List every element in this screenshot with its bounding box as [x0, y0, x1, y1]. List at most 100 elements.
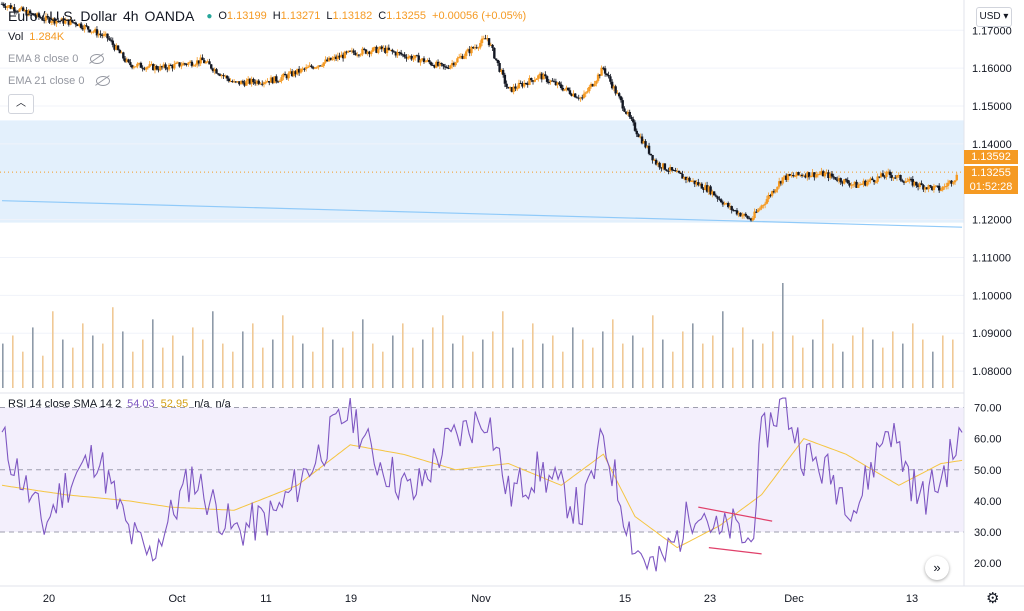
- volume-bar: [562, 351, 564, 388]
- candle-body: [319, 65, 322, 67]
- candle-body: [932, 186, 936, 190]
- candle: [254, 79, 257, 86]
- candle: [412, 54, 415, 63]
- candle-body: [637, 134, 640, 138]
- scroll-to-realtime-button[interactable]: »: [925, 556, 949, 580]
- candle-body: [651, 155, 654, 161]
- candle: [424, 60, 427, 63]
- candle-body: [2, 3, 5, 7]
- ema8-legend[interactable]: EMA 8 close 0: [8, 53, 105, 65]
- candle-body: [871, 178, 874, 180]
- volume-bar: [312, 351, 314, 388]
- candle-body: [953, 180, 957, 183]
- candle-body: [577, 97, 580, 99]
- candle-body: [684, 176, 688, 180]
- candle: [257, 79, 260, 86]
- volume-legend[interactable]: Vol 1.284K: [8, 31, 64, 43]
- candle-body: [851, 184, 855, 186]
- candle: [952, 181, 955, 186]
- candle: [574, 93, 577, 98]
- collapse-legend-button[interactable]: ︿: [8, 94, 34, 114]
- candle: [122, 51, 125, 61]
- candle-body: [447, 67, 450, 69]
- rsi-na-1: n/a: [194, 398, 210, 410]
- volume-bar: [672, 351, 674, 388]
- candle-body: [774, 189, 777, 193]
- candle-body: [171, 65, 174, 69]
- ema21-legend[interactable]: EMA 21 close 0: [8, 75, 111, 87]
- candle-body: [626, 111, 630, 114]
- candle-body: [732, 210, 735, 212]
- candle: [285, 74, 289, 80]
- candle-body: [728, 206, 732, 208]
- candle: [816, 172, 820, 178]
- eye-hidden-icon[interactable]: [96, 76, 111, 86]
- candle: [915, 181, 918, 188]
- candle-body: [422, 58, 426, 63]
- interval-label[interactable]: 4h: [122, 8, 139, 24]
- candle-body: [269, 77, 273, 83]
- candle: [595, 80, 598, 87]
- trendline[interactable]: [1, 200, 963, 228]
- candle: [864, 179, 867, 187]
- candle: [473, 44, 477, 51]
- candle-body: [4, 6, 7, 8]
- candle-body: [554, 81, 558, 86]
- candle: [185, 63, 188, 67]
- candle: [336, 52, 340, 62]
- candle: [450, 59, 454, 69]
- eye-hidden-icon[interactable]: [90, 54, 105, 64]
- candle-body: [136, 63, 139, 67]
- candle-body: [737, 212, 740, 215]
- volume-bar: [872, 339, 874, 388]
- drawing-upper-line[interactable]: [698, 506, 773, 522]
- candle: [174, 61, 178, 65]
- candle-body: [28, 10, 32, 14]
- candle: [575, 96, 579, 99]
- volume-bar: [382, 351, 384, 388]
- candle: [661, 162, 665, 171]
- candle: [245, 78, 248, 86]
- candle: [357, 53, 361, 58]
- candle-body: [90, 31, 93, 33]
- candle-body: [786, 174, 790, 180]
- candle: [626, 109, 630, 116]
- volume-bar: [842, 351, 844, 388]
- candle: [825, 169, 828, 175]
- candle-body: [575, 97, 579, 99]
- candle-body: [827, 172, 830, 179]
- volume-bar: [192, 327, 194, 388]
- rsi-legend[interactable]: RSI 14 close SMA 14 2 54.03 52.95 n/a n/…: [8, 398, 231, 410]
- candle-body: [503, 74, 507, 84]
- candle: [732, 208, 735, 212]
- candle-body: [489, 44, 493, 46]
- candle: [566, 87, 570, 92]
- candle: [229, 78, 232, 83]
- candle-body: [797, 172, 800, 175]
- trendline-layer[interactable]: [1, 200, 963, 228]
- rsi-sma-value: 52.95: [160, 398, 189, 410]
- candle-body: [405, 56, 408, 59]
- candle-body: [264, 82, 267, 84]
- drawing-lower-line[interactable]: [708, 547, 762, 555]
- gear-icon[interactable]: ⚙: [986, 590, 1000, 607]
- candle: [440, 62, 443, 67]
- candle: [355, 51, 359, 58]
- candle-body: [375, 46, 378, 53]
- candle-body: [498, 63, 501, 72]
- price-tick-label-4: 1.12000: [972, 215, 1012, 227]
- candle-body: [435, 61, 438, 68]
- candle: [74, 21, 78, 28]
- candle-body: [46, 15, 49, 18]
- candle-body: [913, 181, 916, 186]
- candle: [895, 174, 899, 181]
- candle: [628, 109, 631, 119]
- candle-body: [644, 141, 647, 148]
- volume-bar: [12, 335, 14, 388]
- candle-body: [229, 81, 232, 83]
- currency-button[interactable]: USD ▾: [976, 7, 1012, 27]
- candle-body: [702, 188, 705, 191]
- symbol-name[interactable]: Euro / U.S. Dollar: [8, 8, 117, 24]
- candle: [195, 57, 199, 68]
